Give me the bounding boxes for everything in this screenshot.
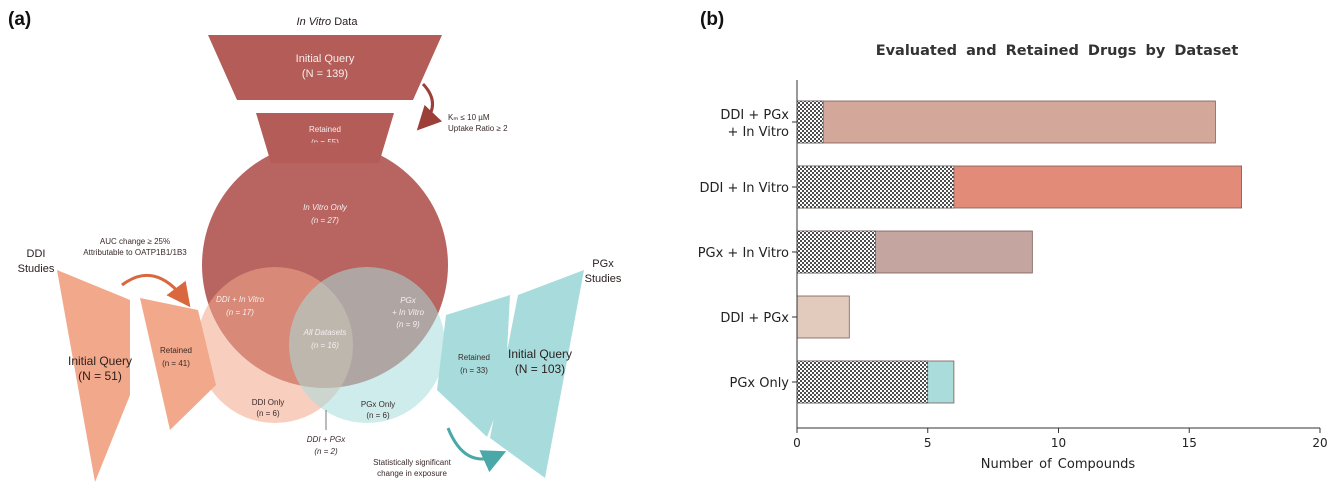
all-datasets-label: All Datasets xyxy=(303,328,347,337)
ddi-pgx-label: DDI + PGx xyxy=(307,435,346,444)
pgx-circle xyxy=(289,267,445,423)
panel-a-label: (a) xyxy=(8,9,31,30)
x-axis-ticks: 0 5 10 15 20 xyxy=(793,428,1327,450)
ddi-initial-query-label: Initial Query xyxy=(68,354,132,368)
all-datasets-count: (n = 16) xyxy=(311,341,339,350)
invitro-criteria-line2: Uptake Ratio ≥ 2 xyxy=(448,124,508,133)
ddi-initial-query-trapezoid xyxy=(57,270,130,482)
ddi-pgx-count: (n = 2) xyxy=(314,447,338,456)
category-labels: DDI + PGx + In Vitro DDI + In Vitro PGx + I… xyxy=(698,108,790,391)
bar-total-3 xyxy=(796,295,850,339)
invitro-initial-query-trapezoid xyxy=(208,35,442,100)
pgx-only-label: PGx Only xyxy=(361,400,395,409)
invitro-retained-label: Retained xyxy=(309,125,341,134)
x-tick-label-3: 15 xyxy=(1182,436,1197,450)
pgx-filter-arrow-icon xyxy=(446,427,507,473)
bar-retained-4 xyxy=(796,360,929,404)
pgx-initial-query-label: Initial Query xyxy=(508,347,572,361)
bar-retained-0 xyxy=(796,100,824,144)
pgx-initial-query-trapezoid xyxy=(490,270,584,478)
ddi-filter-arrow-icon xyxy=(121,273,191,308)
invitro-only-count: (n = 27) xyxy=(311,216,339,225)
pgx-criteria-line1: Statistically significant xyxy=(373,458,452,467)
ddi-only-count: (n = 6) xyxy=(256,409,280,418)
ddi-studies-label-1: DDI xyxy=(27,248,46,260)
bar-retained-1 xyxy=(796,165,955,209)
pgx-retained-trapezoid xyxy=(437,295,510,437)
pgx-criteria-line2: change in exposure xyxy=(377,469,447,478)
pgx-invitro-count: (n = 9) xyxy=(396,320,420,329)
category-label-3: DDI + PGx xyxy=(720,311,789,326)
ddi-retained-trapezoid xyxy=(140,298,216,430)
pgx-invitro-label-2: + In Vitro xyxy=(392,308,425,317)
bar-retained-2 xyxy=(796,230,876,274)
ddi-initial-query-count: (N = 51) xyxy=(78,369,122,383)
x-tick-label-0: 0 xyxy=(793,436,801,450)
chart-title: Evaluated and Retained Drugs by Dataset xyxy=(876,43,1239,59)
category-label-4: PGx Only xyxy=(729,376,789,391)
ddi-criteria-line2: Attributable to OATP1B1/1B3 xyxy=(83,248,187,257)
pgx-retained-label: Retained xyxy=(458,353,490,362)
ddi-retained-label: Retained xyxy=(160,346,192,355)
x-axis-title: Number of Compounds xyxy=(981,457,1136,472)
pgx-invitro-label-1: PGx xyxy=(400,296,417,305)
category-label-0-line1: DDI + PGx xyxy=(720,108,789,123)
ddi-criteria-line1: AUC change ≥ 25% xyxy=(100,237,170,246)
ddi-retained-count: (n = 41) xyxy=(162,359,190,368)
category-label-2: PGx + In Vitro xyxy=(698,246,789,261)
ddi-invitro-label: DDI + In Vitro xyxy=(216,295,265,304)
pgx-only-count: (n = 6) xyxy=(366,411,390,420)
bar-layer xyxy=(792,100,1242,404)
invitro-initial-query-label: Initial Query xyxy=(296,53,355,65)
invitro-data-title: In Vitro Data xyxy=(297,16,359,28)
category-label-0-line2: + In Vitro xyxy=(727,125,789,140)
ddi-studies-label-2: Studies xyxy=(18,263,55,275)
pgx-initial-query-count: (N = 103) xyxy=(515,362,565,376)
pgx-studies-label-2: Studies xyxy=(585,273,622,285)
invitro-only-label: In Vitro Only xyxy=(303,203,348,212)
ddi-only-label: DDI Only xyxy=(252,398,284,407)
pgx-studies-label-1: PGx xyxy=(592,258,614,270)
x-tick-label-1: 5 xyxy=(924,436,932,450)
category-label-1: DDI + In Vitro xyxy=(699,181,789,196)
x-tick-label-4: 20 xyxy=(1312,436,1327,450)
x-tick-label-2: 10 xyxy=(1051,436,1066,450)
invitro-filter-arrow-icon xyxy=(416,82,443,131)
bar-total-0 xyxy=(796,100,1216,144)
panel-b-label: (b) xyxy=(700,9,724,30)
invitro-initial-query-count: (N = 139) xyxy=(302,68,348,80)
invitro-criteria-line1: Kₘ ≤ 10 µM xyxy=(448,113,490,122)
ddi-invitro-count: (n = 17) xyxy=(226,308,254,317)
pgx-retained-count: (n = 33) xyxy=(460,366,488,375)
